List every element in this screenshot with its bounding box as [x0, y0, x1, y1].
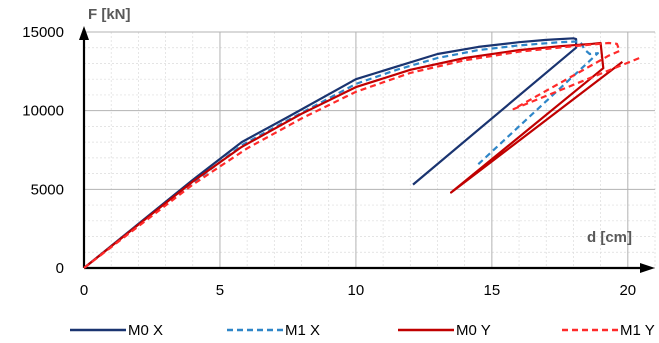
- x-tick-label: 0: [80, 282, 88, 299]
- y-axis-label: F [kN]: [88, 6, 131, 23]
- series-line-m0-y: [83, 41, 624, 269]
- tick-labels: 0 5 10 15 20 0 5000 10000 15000: [22, 24, 636, 299]
- legend-label: M0 Y: [456, 322, 491, 339]
- series-line-m1-y: [83, 41, 642, 269]
- legend-label: M1 Y: [620, 322, 655, 339]
- series-line-m0-x: [83, 37, 578, 269]
- x-tick-label: 5: [216, 282, 224, 299]
- x-axis-label: d [cm]: [587, 229, 632, 246]
- legend: M0 X M1 X M0 Y M1 Y: [70, 322, 655, 339]
- grid: [83, 31, 656, 269]
- x-tick-label: 15: [484, 282, 501, 299]
- x-tick-label: 20: [619, 282, 636, 299]
- legend-label: M0 X: [128, 322, 163, 339]
- series-group: [83, 37, 642, 269]
- x-tick-label: 10: [348, 282, 365, 299]
- y-tick-label: 5000: [31, 181, 64, 198]
- x-axis-arrow: [640, 263, 655, 273]
- legend-label: M1 X: [285, 322, 320, 339]
- series-line-m1-x: [83, 40, 600, 269]
- axes: [79, 26, 655, 273]
- y-tick-label: 15000: [22, 24, 64, 41]
- y-tick-label: 0: [56, 260, 64, 277]
- y-axis-arrow: [79, 26, 89, 40]
- y-tick-label: 10000: [22, 103, 64, 120]
